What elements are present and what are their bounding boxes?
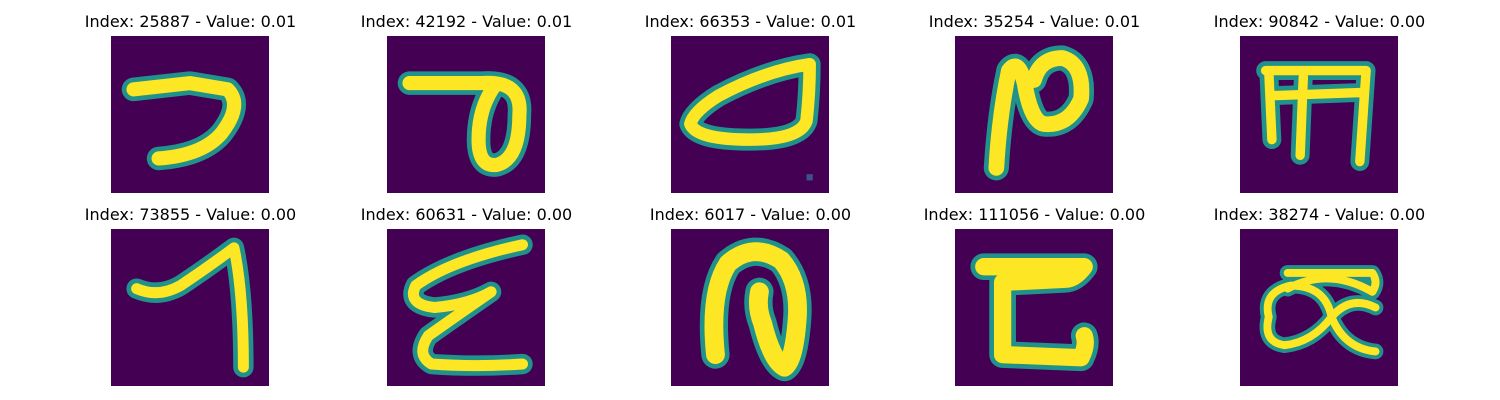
digit-image: [671, 36, 829, 193]
glyph-z-shape-icon: [970, 253, 1099, 372]
digit-image: [1240, 36, 1398, 193]
glyph-hook-1-icon: [126, 237, 254, 378]
glyph-loops-alpha-icon: [1259, 265, 1384, 360]
digit-image: [111, 229, 269, 386]
digit-image: [111, 36, 269, 193]
panel-title: Index: 60631 - Value: 0.00: [360, 205, 573, 224]
glyph-triangle-loop-icon: [679, 53, 821, 181]
panel-10: Index: 38274 - Value: 0.00: [1177, 205, 1462, 390]
panel-4: Index: 35254 - Value: 0.01: [892, 12, 1177, 197]
panel-title: Index: 73855 - Value: 0.00: [84, 205, 297, 224]
panel-title: Index: 6017 - Value: 0.00: [649, 205, 852, 224]
panel-6: Index: 73855 - Value: 0.00: [48, 205, 333, 390]
panel-1: Index: 25887 - Value: 0.01: [48, 12, 333, 197]
glyph-arch-n-icon: [699, 237, 812, 382]
glyph-loop-n-icon: [983, 45, 1095, 181]
panel-title: Index: 25887 - Value: 0.01: [84, 12, 297, 31]
panel-title: Index: 90842 - Value: 0.00: [1213, 12, 1426, 31]
digit-image: [955, 36, 1113, 193]
panel-title: Index: 66353 - Value: 0.01: [644, 12, 857, 31]
panel-title: Index: 42192 - Value: 0.01: [360, 12, 573, 31]
panel-3: Index: 66353 - Value: 0.01: [608, 12, 893, 197]
panel-title: Index: 35254 - Value: 0.01: [928, 12, 1141, 31]
glyph-loop-p-icon: [397, 71, 532, 177]
digit-image: [955, 229, 1113, 386]
glyph-stroke-7-icon: [121, 71, 246, 171]
panel-9: Index: 111056 - Value: 0.00: [892, 205, 1177, 390]
glyph-zigzag-e-icon: [403, 234, 533, 376]
panel-5: Index: 90842 - Value: 0.00: [1177, 12, 1462, 197]
panel-7: Index: 60631 - Value: 0.00: [324, 205, 609, 390]
panel-title: Index: 111056 - Value: 0.00: [923, 205, 1146, 224]
digit-image: [387, 229, 545, 386]
digit-image: [387, 36, 545, 193]
glyph-comb-m-icon: [1256, 61, 1376, 172]
panel-title: Index: 38274 - Value: 0.00: [1213, 205, 1426, 224]
panel-8: Index: 6017 - Value: 0.00: [608, 205, 893, 390]
digit-image: [1240, 229, 1398, 386]
panel-2: Index: 42192 - Value: 0.01: [324, 12, 609, 197]
digit-image: [671, 229, 829, 386]
